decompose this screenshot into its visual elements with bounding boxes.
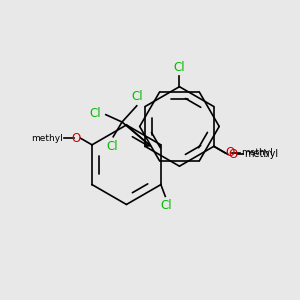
Text: Cl: Cl [107,140,118,153]
Text: Cl: Cl [174,61,185,74]
Text: Cl: Cl [131,90,143,103]
Text: methyl: methyl [31,134,63,143]
Text: O: O [226,146,235,159]
Text: O: O [229,148,238,161]
Text: methyl: methyl [244,149,278,159]
Text: Cl: Cl [90,107,101,120]
Text: O: O [71,132,80,145]
Text: Cl: Cl [160,199,172,212]
Text: methyl: methyl [241,148,272,158]
